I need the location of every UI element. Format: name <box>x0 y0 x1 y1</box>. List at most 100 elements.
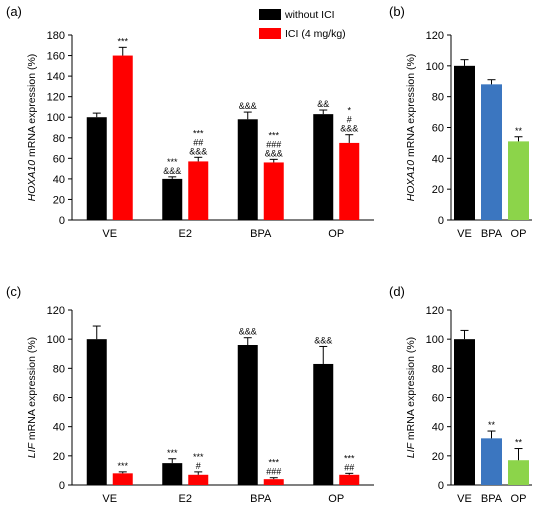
x-tick-label-c: VE <box>102 493 117 505</box>
significance-label-a: &&& <box>340 124 358 134</box>
significance-label-c: &&& <box>314 335 332 345</box>
x-tick-label-b: BPA <box>481 228 503 240</box>
y-tick-label-c: 0 <box>59 480 65 492</box>
y-tick-label-a: 180 <box>47 30 65 42</box>
y-tick-label-b: 80 <box>432 92 444 104</box>
significance-label-a: &&& <box>163 166 181 176</box>
bar-c <box>112 473 133 485</box>
significance-label-a: *** <box>193 128 204 138</box>
bar-a <box>339 142 360 220</box>
significance-label-a: ### <box>266 139 281 149</box>
x-tick-label-a: E2 <box>179 228 192 240</box>
y-tick-label-c: 100 <box>47 334 65 346</box>
y-tick-label-a: 120 <box>47 92 65 104</box>
bar-a <box>188 161 209 220</box>
bar-d <box>481 438 502 485</box>
significance-label-b: ** <box>515 126 523 136</box>
x-tick-label-c: E2 <box>179 493 192 505</box>
bar-b <box>454 65 475 220</box>
legend-swatch-without-ici <box>259 9 281 20</box>
legend-label-without-ici: without ICI <box>284 9 335 21</box>
y-axis-label-b: HOXA10 mRNA expression (%) <box>405 54 417 202</box>
y-tick-label-d: 120 <box>426 305 444 317</box>
y-tick-label-b: 60 <box>432 123 444 135</box>
bar-c <box>188 474 209 485</box>
x-tick-label-a: BPA <box>250 228 272 240</box>
significance-label-a: ## <box>193 137 203 147</box>
panel-label-c: (c) <box>6 284 21 299</box>
y-tick-label-c: 80 <box>53 363 65 375</box>
y-tick-label-d: 40 <box>432 422 444 434</box>
significance-label-c: *** <box>344 453 355 463</box>
chart-c: 0 20 40 60 80 100 120 LIF mRNA expression (%) VE… <box>26 305 374 505</box>
legend-label-ici: ICI (4 mg/kg) <box>285 28 346 40</box>
y-tick-label-d: 60 <box>432 393 444 405</box>
y-tick-label-a: 40 <box>53 174 65 186</box>
y-axis-label-a: HOXA10 mRNA expression (%) <box>26 54 38 202</box>
y-tick-label-b: 20 <box>432 184 444 196</box>
chart-b: 0 20 40 60 80 100 120 HOXA10 mRNA expression (%… <box>405 30 532 240</box>
significance-label-d: ** <box>488 420 496 430</box>
x-tick-label-a: VE <box>102 228 117 240</box>
y-tick-label-a: 160 <box>47 51 65 63</box>
bar-c <box>339 474 360 485</box>
significance-label-c: *** <box>268 458 279 468</box>
x-tick-label-b: OP <box>511 228 527 240</box>
y-axis-label-c: LIF mRNA expression (%) <box>26 337 38 458</box>
bar-c <box>313 363 334 485</box>
chart-a: 0 20 40 60 80 100 120 140 160 180 HOXA10 mRNA expr… <box>26 30 374 240</box>
significance-label-a: &&& <box>189 146 207 156</box>
significance-label-c: # <box>196 461 201 471</box>
x-tick-label-c: OP <box>328 493 344 505</box>
bar-a <box>162 178 183 220</box>
chart-d: 0 20 40 60 80 100 120 LIF mRNA expression (%) VE… <box>405 305 532 505</box>
y-tick-label-a: 20 <box>53 194 65 206</box>
y-tick-label-d: 80 <box>432 363 444 375</box>
y-tick-label-b: 120 <box>426 30 444 42</box>
x-tick-label-d: BPA <box>481 493 503 505</box>
bar-d <box>454 339 475 485</box>
significance-label-c: ### <box>266 467 281 477</box>
y-axis-label-d: LIF mRNA expression (%) <box>405 337 417 458</box>
bar-b <box>481 84 502 220</box>
y-tick-label-a: 100 <box>47 112 65 124</box>
significance-label-c: &&& <box>239 327 257 337</box>
significance-label-a: *** <box>117 36 128 46</box>
significance-label-c: *** <box>117 461 128 471</box>
y-tick-label-c: 40 <box>53 422 65 434</box>
y-tick-label-a: 0 <box>59 215 65 227</box>
bar-a <box>263 162 284 220</box>
x-tick-label-d: OP <box>511 493 527 505</box>
significance-label-a: &&& <box>239 101 257 111</box>
significance-label-a: *** <box>268 130 279 140</box>
significance-label-d: ** <box>515 438 523 448</box>
y-tick-label-d: 100 <box>426 334 444 346</box>
significance-label-a: *** <box>167 157 178 167</box>
panel-label-b: (b) <box>389 4 405 19</box>
y-tick-label-b: 0 <box>438 215 444 227</box>
y-tick-label-c: 20 <box>53 451 65 463</box>
bar-a <box>237 119 258 220</box>
significance-label-a: &&& <box>265 148 283 158</box>
significance-label-a: # <box>347 115 352 125</box>
y-tick-label-a: 60 <box>53 153 65 165</box>
legend-swatch-ici <box>259 28 281 39</box>
bar-c <box>237 345 258 485</box>
significance-label-a: && <box>317 99 329 109</box>
x-tick-label-d: VE <box>457 493 472 505</box>
bar-d <box>508 460 529 485</box>
y-tick-label-c: 120 <box>47 305 65 317</box>
y-tick-label-a: 80 <box>53 133 65 145</box>
bar-a <box>112 55 133 220</box>
panel-label-a: (a) <box>6 4 22 19</box>
legend: without ICI ICI (4 mg/kg) <box>259 9 346 40</box>
y-tick-label-b: 40 <box>432 153 444 165</box>
y-tick-label-b: 100 <box>426 61 444 73</box>
bar-c <box>263 479 284 485</box>
bar-c <box>86 339 107 485</box>
y-tick-label-c: 60 <box>53 393 65 405</box>
bar-a <box>86 117 107 220</box>
bar-b <box>508 141 529 220</box>
significance-label-a: * <box>347 106 351 116</box>
x-tick-label-b: VE <box>457 228 472 240</box>
